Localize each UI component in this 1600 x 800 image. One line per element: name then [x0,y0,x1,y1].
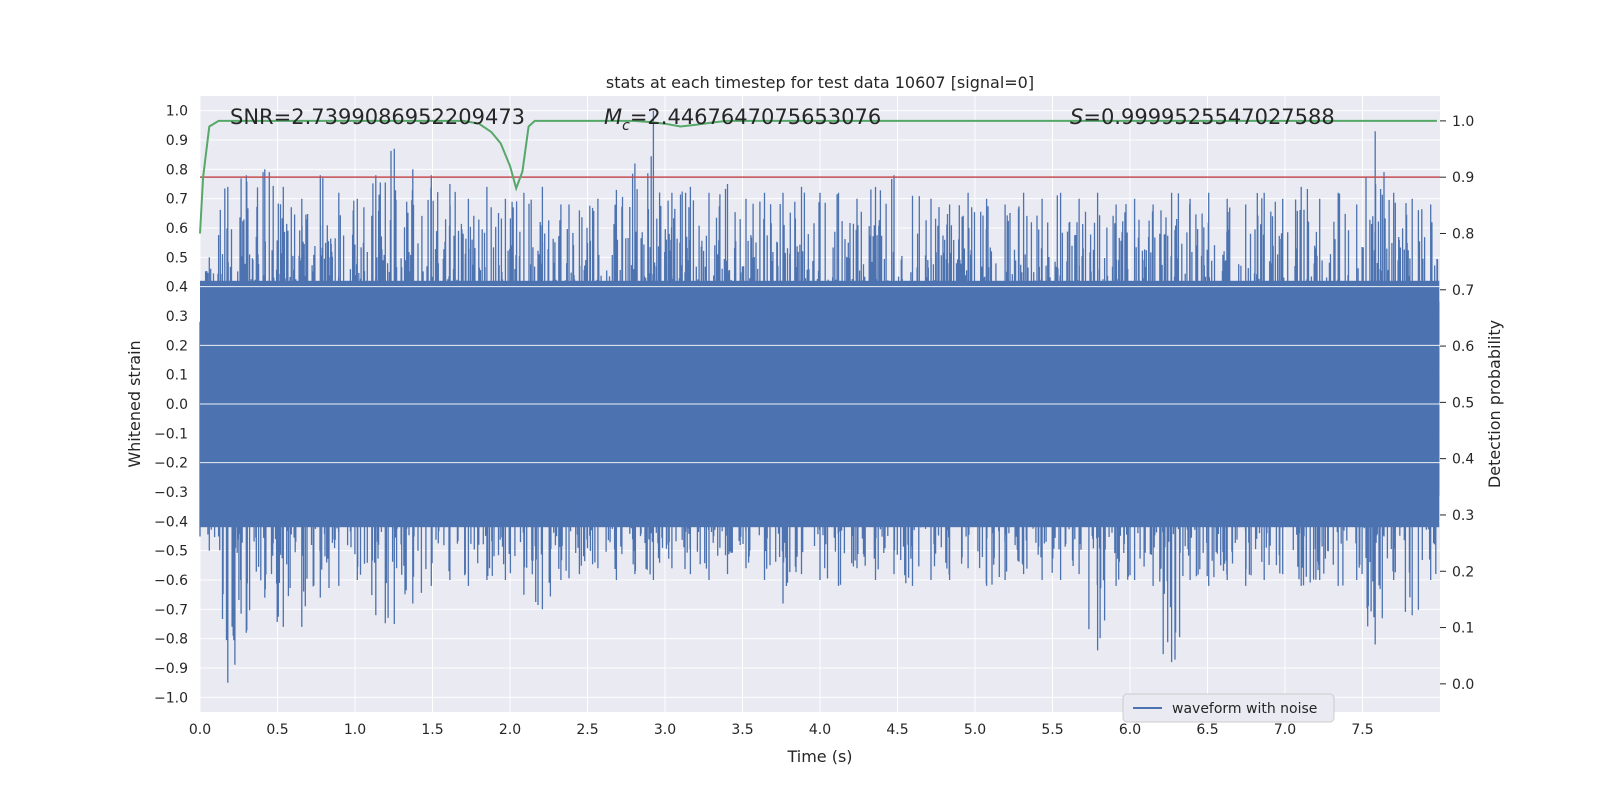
y-tick-label: 0.0 [166,397,188,413]
y-tick-label: 0.2 [166,338,188,354]
y-tick-label: 0.5 [166,250,188,266]
y2-tick-label: 0.4 [1452,452,1474,468]
y-tick-label: −0.6 [154,573,188,589]
y-tick-label: 0.1 [166,368,188,384]
x-tick-label: 1.0 [344,722,366,738]
x-tick-label: 2.5 [576,722,598,738]
y-tick-label: 0.4 [166,280,188,296]
y-tick-label: −0.2 [154,456,188,472]
y2-tick-label: 0.8 [1452,226,1474,242]
x-axis-label: Time (s) [786,747,852,766]
x-tick-label: 7.5 [1351,722,1373,738]
chirp-mass-annotation: Mc=2.4467647075653076 [604,105,881,134]
y2-tick-label: 0.3 [1452,508,1474,524]
x-tick-label: 1.5 [421,722,443,738]
y2-tick-label: 0.2 [1452,564,1474,580]
x-axis-ticks: 0.0 0.5 1.0 1.5 2.0 2.5 3.0 3.5 4.0 4.5 5.0 5.5 6.0 6… [189,722,1374,738]
x-tick-label: 4.0 [809,722,831,738]
chart-title: stats at each timestep for test data 106… [606,73,1034,92]
y-tick-label: 0.9 [166,133,188,149]
score-annotation: S=0.9999525547027588 [1070,105,1335,129]
x-tick-label: 3.0 [654,722,676,738]
x-tick-label: 0.5 [266,722,288,738]
x-tick-label: 6.5 [1196,722,1218,738]
x-tick-label: 5.0 [964,722,986,738]
y2-tick-label: 0.7 [1452,283,1474,299]
y2-axis-ticks: 1.0 0.9 0.8 0.7 0.6 0.5 0.4 0.3 0.2 0.1 0.0 [1440,114,1474,693]
legend-box [1122,693,1335,723]
probability-line [199,119,1437,234]
y2-tick-label: 0.1 [1452,621,1474,637]
y-tick-label: −0.7 [154,602,188,618]
probability-series [199,119,1440,234]
y-tick-label: 0.3 [166,309,188,325]
y-tick-label: 1.0 [166,104,188,120]
x-tick-label: 0.0 [189,722,211,738]
x-tick-label: 5.5 [1041,722,1063,738]
y2-tick-label: 0.0 [1452,677,1474,693]
chirp-mass-symbol: M [604,105,622,129]
y-tick-label: 0.6 [166,221,188,237]
y-tick-label: 0.8 [166,162,188,178]
y-tick-label: −1.0 [154,690,188,706]
x-tick-label: 7.0 [1274,722,1296,738]
y2-tick-label: 1.0 [1452,114,1474,130]
y-tick-label: −0.1 [154,426,188,442]
y2-tick-label: 0.6 [1452,339,1474,355]
strain-series [199,110,1440,683]
y-tick-label: −0.3 [154,485,188,501]
x-tick-label: 4.5 [886,722,908,738]
chirp-mass-value: =2.4467647075653076 [630,105,881,129]
x-tick-label: 6.0 [1119,722,1141,738]
x-tick-label: 3.5 [731,722,753,738]
x-tick-label: 2.0 [499,722,521,738]
y-axis-ticks: 1.0 0.9 0.8 0.7 0.6 0.5 0.4 0.3 0.2 0.1 0.0 −0.1 −0.… [154,104,188,707]
chirp-mass-subscript: c [622,118,630,134]
y2-axis-label: Detection probability [1485,320,1504,488]
y-tick-label: −0.4 [154,514,188,530]
score-symbol: S [1070,105,1083,129]
snr-annotation: SNR=2.7399086952209473 [230,105,525,129]
y-tick-label: −0.8 [154,632,188,648]
waveform-line [199,110,1440,683]
y-tick-label: 0.7 [166,192,188,208]
legend: waveform with noise [1122,693,1335,723]
y2-tick-label: 0.9 [1452,170,1474,186]
y2-tick-label: 0.5 [1452,395,1474,411]
y-tick-label: −0.9 [154,661,188,677]
score-value: =0.9999525547027588 [1083,105,1334,129]
y-axis-label: Whitened strain [125,340,144,467]
legend-label: waveform with noise [1172,701,1317,717]
y-tick-label: −0.5 [154,544,188,560]
